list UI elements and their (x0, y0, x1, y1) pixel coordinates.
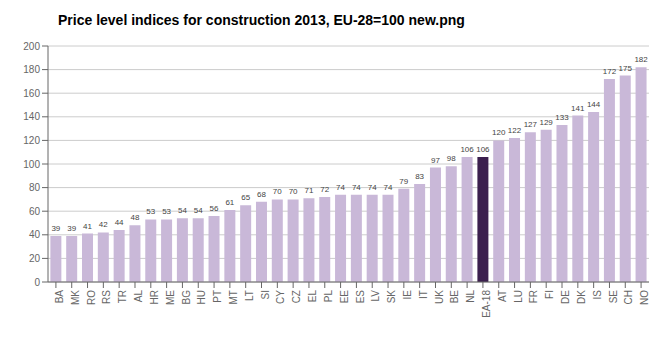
svg-text:68: 68 (257, 190, 266, 199)
svg-text:56: 56 (210, 204, 219, 213)
svg-text:NL: NL (465, 290, 476, 303)
svg-text:LT: LT (244, 290, 255, 301)
svg-text:122: 122 (508, 126, 522, 135)
svg-text:48: 48 (130, 213, 139, 222)
svg-text:144: 144 (587, 100, 601, 109)
svg-text:HR: HR (149, 290, 160, 304)
svg-text:SK: SK (386, 290, 397, 304)
svg-text:SE: SE (608, 290, 619, 304)
svg-text:FR: FR (528, 290, 539, 303)
svg-text:IE: IE (402, 290, 413, 300)
svg-text:BE: BE (449, 290, 460, 304)
svg-text:CH: CH (623, 290, 634, 304)
svg-text:EA-18: EA-18 (481, 290, 492, 318)
svg-text:EL: EL (307, 290, 318, 303)
svg-text:71: 71 (304, 186, 313, 195)
svg-text:MK: MK (70, 290, 81, 305)
svg-text:80: 80 (29, 182, 41, 193)
svg-text:97: 97 (431, 156, 440, 165)
svg-text:ME: ME (165, 290, 176, 305)
svg-text:BA: BA (54, 290, 65, 304)
svg-text:53: 53 (162, 207, 171, 216)
svg-text:74: 74 (352, 183, 361, 192)
svg-text:DK: DK (576, 290, 587, 304)
svg-text:NO: NO (639, 290, 650, 305)
svg-text:172: 172 (603, 67, 617, 76)
svg-text:RO: RO (86, 290, 97, 305)
svg-text:70: 70 (273, 187, 282, 196)
svg-text:39: 39 (51, 224, 60, 233)
svg-text:100: 100 (23, 159, 40, 170)
svg-text:106: 106 (460, 145, 474, 154)
svg-text:54: 54 (194, 206, 203, 215)
svg-text:44: 44 (115, 218, 124, 227)
svg-text:127: 127 (524, 120, 538, 129)
svg-text:LV: LV (370, 290, 381, 302)
svg-text:FI: FI (544, 290, 555, 299)
svg-text:SI: SI (260, 290, 271, 299)
svg-text:175: 175 (619, 64, 633, 73)
svg-text:40: 40 (29, 229, 41, 240)
svg-text:200: 200 (23, 41, 40, 52)
svg-text:160: 160 (23, 88, 40, 99)
svg-text:IS: IS (592, 290, 603, 300)
svg-text:41: 41 (83, 222, 92, 231)
svg-text:129: 129 (539, 118, 553, 127)
svg-text:0: 0 (34, 277, 40, 288)
svg-text:ES: ES (355, 290, 366, 304)
svg-text:PL: PL (323, 290, 334, 303)
svg-text:42: 42 (99, 220, 108, 229)
svg-text:182: 182 (634, 55, 648, 64)
html-text:Price level indices for constr: Price level indices for construction 201… (58, 12, 465, 28)
svg-text:20: 20 (29, 253, 41, 264)
svg-text:120: 120 (492, 128, 506, 137)
svg-text:83: 83 (415, 172, 424, 181)
svg-text:HU: HU (196, 290, 207, 304)
svg-text:PT: PT (212, 290, 223, 303)
svg-text:180: 180 (23, 64, 40, 75)
svg-text:53: 53 (146, 207, 155, 216)
svg-text:DE: DE (560, 290, 571, 304)
svg-text:70: 70 (289, 187, 298, 196)
svg-text:BG: BG (181, 290, 192, 305)
svg-text:AT: AT (497, 290, 508, 302)
svg-text:79: 79 (399, 177, 408, 186)
svg-text:54: 54 (178, 206, 187, 215)
svg-text:120: 120 (23, 135, 40, 146)
svg-text:74: 74 (384, 183, 393, 192)
svg-text:60: 60 (29, 206, 41, 217)
svg-text:141: 141 (571, 104, 585, 113)
svg-text:AL: AL (133, 290, 144, 303)
svg-text:MT: MT (228, 290, 239, 304)
svg-text:LU: LU (513, 290, 524, 303)
svg-text:74: 74 (368, 183, 377, 192)
svg-text:106: 106 (476, 145, 490, 154)
svg-text:RS: RS (101, 290, 112, 304)
svg-text:CY: CY (275, 290, 286, 304)
svg-text:39: 39 (67, 224, 76, 233)
svg-text:UK: UK (434, 290, 445, 304)
svg-text:140: 140 (23, 111, 40, 122)
svg-text:IT: IT (418, 290, 429, 299)
svg-text:61: 61 (225, 198, 234, 207)
svg-text:EE: EE (339, 290, 350, 304)
svg-text:98: 98 (447, 154, 456, 163)
svg-text:65: 65 (241, 193, 250, 202)
svg-text:CZ: CZ (291, 290, 302, 303)
svg-text:133: 133 (555, 113, 569, 122)
svg-text:74: 74 (336, 183, 345, 192)
svg-text:72: 72 (320, 185, 329, 194)
svg-text:TR: TR (117, 290, 128, 303)
